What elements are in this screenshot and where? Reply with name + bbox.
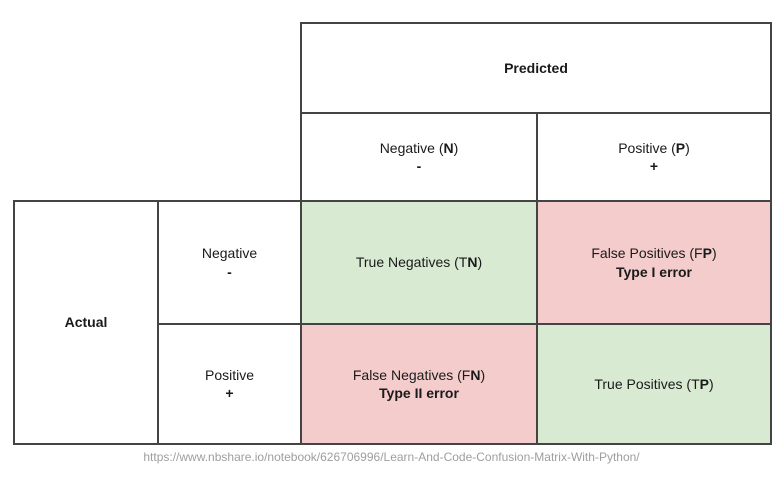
actual-positive-header-cell: Positive +	[159, 325, 300, 443]
actual-header-table: Actual Negative - Positive +	[13, 200, 300, 445]
cell-true-negatives-label: True Negatives (TN)	[356, 253, 482, 271]
matrix-cells-grid: True Negatives (TN) False Positives (FP)…	[300, 200, 772, 445]
predicted-positive-label: Positive (P)	[618, 139, 690, 157]
predicted-header-table: Predicted Negative (N) - Positive (P) +	[300, 22, 772, 200]
predicted-negative-header-cell: Negative (N) -	[302, 114, 538, 200]
actual-title-cell: Actual	[15, 202, 159, 443]
predicted-negative-label-bold: N	[443, 139, 454, 156]
cell-fn-label-suffix: )	[480, 366, 486, 383]
actual-title: Actual	[64, 314, 108, 331]
cell-tp-label-prefix: True Positives (T	[594, 375, 700, 392]
cell-true-negatives: True Negatives (TN)	[302, 202, 538, 325]
cell-false-positives-note: Type I error	[616, 263, 692, 280]
cell-tp-label-bold: P	[699, 375, 709, 392]
actual-positive-label: Positive	[204, 366, 255, 383]
cell-fn-label-bold: N	[470, 366, 481, 383]
actual-negative-label: Negative	[201, 245, 258, 262]
cell-tp-label-suffix: )	[708, 375, 714, 392]
predicted-negative-label-suffix: )	[453, 139, 459, 156]
cell-false-negatives: False Negatives (FN) Type II error	[302, 325, 538, 443]
predicted-title: Predicted	[504, 59, 568, 76]
predicted-positive-label-prefix: Positive (	[618, 139, 676, 156]
predicted-positive-sign: +	[649, 158, 659, 174]
actual-rows-column: Negative - Positive +	[159, 202, 300, 443]
cell-false-positives-label: False Positives (FP)	[591, 244, 716, 262]
actual-positive-sign: +	[225, 385, 234, 401]
predicted-columns-row: Negative (N) - Positive (P) +	[302, 114, 770, 200]
cell-false-negatives-label: False Negatives (FN)	[353, 366, 485, 384]
predicted-title-cell: Predicted	[302, 24, 770, 114]
cell-tn-label-suffix: )	[477, 254, 483, 271]
cell-fp-label-prefix: False Positives (F	[591, 245, 703, 262]
cell-fn-label-prefix: False Negatives (F	[352, 366, 471, 383]
predicted-negative-label-prefix: Negative (	[379, 139, 444, 156]
predicted-positive-label-suffix: )	[685, 139, 690, 156]
cell-false-positives: False Positives (FP) Type I error	[538, 202, 770, 325]
cell-true-positives-label: True Positives (TP)	[594, 375, 713, 393]
predicted-negative-label: Negative (N)	[380, 139, 459, 157]
cell-tn-label-bold: N	[467, 254, 478, 271]
source-url-caption: https://www.nbshare.io/notebook/62670699…	[143, 450, 640, 464]
actual-negative-header-cell: Negative -	[159, 202, 300, 325]
predicted-negative-sign: -	[416, 158, 422, 174]
cell-tn-label-prefix: True Negatives (T	[355, 254, 468, 271]
actual-negative-sign: -	[227, 263, 232, 280]
cell-fp-label-bold: P	[702, 245, 712, 262]
predicted-positive-header-cell: Positive (P) +	[538, 114, 770, 200]
cell-true-positives: True Positives (TP)	[538, 325, 770, 443]
cell-fp-label-suffix: )	[711, 245, 717, 262]
cell-false-negatives-note: Type II error	[379, 385, 459, 401]
predicted-positive-label-bold: P	[675, 139, 686, 156]
